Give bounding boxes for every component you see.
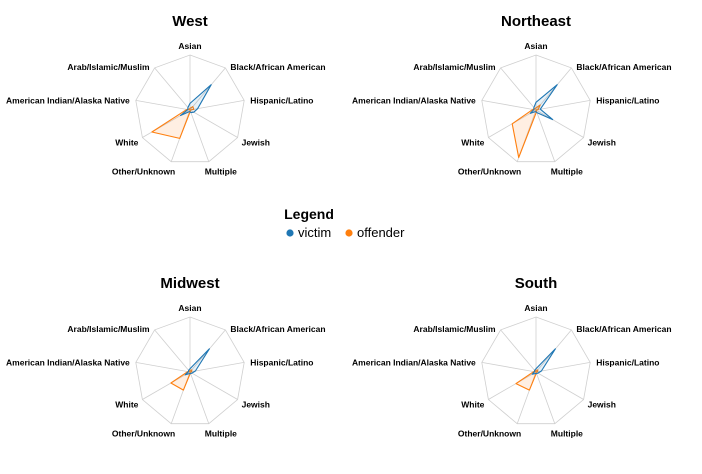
radar-spoke-jewish — [189, 371, 238, 400]
axis-label-asian: Asian — [178, 303, 201, 313]
radar-spoke-white — [488, 371, 537, 400]
radar-spoke-hispanic-latino — [535, 100, 591, 111]
radar-spoke-arab-islamic-muslim — [154, 67, 191, 111]
legend-offender-label: offender — [357, 225, 405, 240]
radar-panel-west: Asian Black/African American Hispanic/Lati… — [6, 13, 326, 177]
axis-label-multiple: Multiple — [205, 167, 237, 177]
axis-label-asian: Asian — [178, 41, 201, 51]
axis-label-jewish: Jewish — [588, 400, 616, 410]
radar-spoke-american-indian-alaska-native — [481, 100, 537, 111]
axis-label-white: White — [115, 400, 138, 410]
radar-spoke-arab-islamic-muslim — [154, 329, 191, 373]
axis-label-hispanic-latino: Hispanic/Latino — [250, 95, 313, 105]
axis-label-black-african-american: Black/African American — [230, 62, 325, 72]
radar-spoke-arab-islamic-muslim — [500, 67, 537, 111]
axis-label-jewish: Jewish — [242, 400, 270, 410]
axis-label-asian: Asian — [524, 303, 547, 313]
radar-spoke-black-african-american — [189, 67, 226, 111]
radar-panel-northeast: Asian Black/African American Hispanic/Lati… — [352, 13, 672, 177]
axis-label-asian: Asian — [524, 41, 547, 51]
axis-label-multiple: Multiple — [205, 429, 237, 439]
radar-spoke-american-indian-alaska-native — [135, 362, 191, 373]
legend-victim-swatch — [286, 229, 294, 237]
axis-label-other-unknown: Other/Unknown — [112, 167, 175, 177]
axis-label-white: White — [461, 138, 484, 148]
chart-title: South — [515, 275, 558, 292]
radar-panel-south: Asian Black/African American Hispanic/Lati… — [352, 275, 672, 439]
radar-spoke-jewish — [535, 109, 584, 138]
radar-grid-outline — [135, 316, 245, 425]
axis-label-american-indian-alaska-native: American Indian/Alaska Native — [352, 95, 476, 105]
series-victim-polygon — [529, 84, 558, 121]
axis-label-hispanic-latino: Hispanic/Latino — [596, 357, 659, 367]
radar-grid-outline — [481, 316, 591, 425]
axis-label-white: White — [461, 400, 484, 410]
radar-spoke-jewish — [189, 109, 238, 138]
legend-title: Legend — [284, 206, 334, 222]
radar-spoke-arab-islamic-muslim — [500, 329, 537, 373]
series-victim-polygon — [179, 84, 212, 117]
radar-spoke-hispanic-latino — [189, 362, 245, 373]
axis-label-multiple: Multiple — [551, 429, 583, 439]
axis-label-jewish: Jewish — [242, 138, 270, 148]
chart-title: West — [172, 13, 208, 30]
axis-label-arab-islamic-muslim: Arab/Islamic/Muslim — [67, 324, 150, 334]
axis-label-arab-islamic-muslim: Arab/Islamic/Muslim — [413, 62, 496, 72]
legend-victim-label: victim — [298, 225, 331, 240]
series-victim-polygon — [531, 348, 556, 375]
series-victim-polygon — [184, 348, 210, 376]
axis-label-other-unknown: Other/Unknown — [112, 429, 175, 439]
axis-label-multiple: Multiple — [551, 167, 583, 177]
chart-title: Northeast — [501, 13, 571, 30]
axis-label-american-indian-alaska-native: American Indian/Alaska Native — [6, 95, 130, 105]
series-offender-polygon — [511, 104, 541, 159]
radar-spoke-multiple — [535, 371, 556, 424]
axis-label-arab-islamic-muslim: Arab/Islamic/Muslim — [67, 62, 150, 72]
radar-spoke-white — [142, 371, 191, 400]
axis-label-white: White — [115, 138, 138, 148]
legend-offender-swatch — [345, 229, 353, 237]
chart-title: Midwest — [160, 275, 219, 292]
axis-label-other-unknown: Other/Unknown — [458, 429, 521, 439]
radar-spoke-multiple — [189, 109, 210, 162]
axis-label-hispanic-latino: Hispanic/Latino — [596, 95, 659, 105]
axis-label-other-unknown: Other/Unknown — [458, 167, 521, 177]
axis-label-arab-islamic-muslim: Arab/Islamic/Muslim — [413, 324, 496, 334]
axis-label-american-indian-alaska-native: American Indian/Alaska Native — [352, 357, 476, 367]
axis-label-black-african-american: Black/African American — [230, 324, 325, 334]
axis-label-jewish: Jewish — [588, 138, 616, 148]
radar-spoke-american-indian-alaska-native — [135, 100, 191, 111]
radar-spoke-multiple — [189, 371, 210, 424]
radar-spoke-jewish — [535, 371, 584, 400]
legend: Legend victim offender — [284, 206, 405, 240]
radar-panel-midwest: Asian Black/African American Hispanic/Lati… — [6, 275, 326, 439]
axis-label-black-african-american: Black/African American — [576, 62, 671, 72]
axis-label-american-indian-alaska-native: American Indian/Alaska Native — [6, 357, 130, 367]
axis-label-black-african-american: Black/African American — [576, 324, 671, 334]
radar-spoke-american-indian-alaska-native — [481, 362, 537, 373]
radar-spoke-hispanic-latino — [535, 362, 591, 373]
radar-spoke-hispanic-latino — [189, 100, 245, 111]
axis-label-hispanic-latino: Hispanic/Latino — [250, 357, 313, 367]
radar-grid-outline — [135, 54, 245, 163]
radar-grid-outline — [481, 54, 591, 163]
radar-spoke-multiple — [535, 109, 556, 162]
